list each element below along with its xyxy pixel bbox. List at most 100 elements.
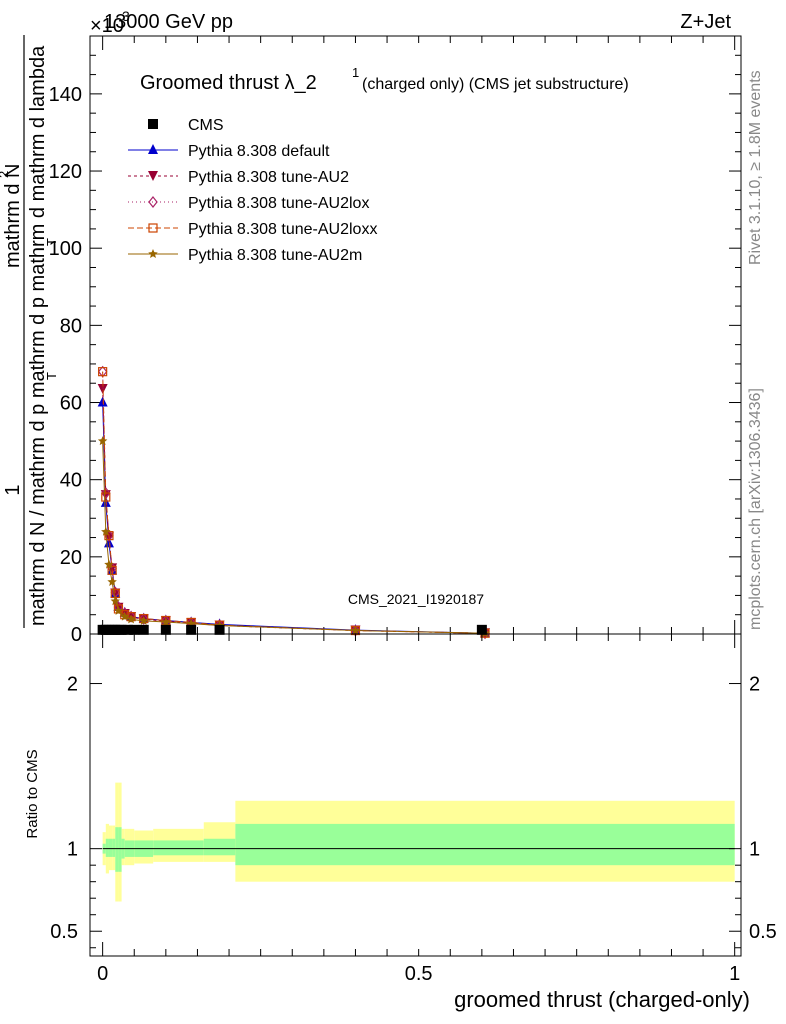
- series-point: [97, 436, 108, 446]
- ratio-inner-band: [112, 838, 116, 857]
- ylabel-sub-T-1: T: [44, 372, 59, 380]
- series-point: [138, 615, 149, 625]
- ratio-ytick-label-right: 0.5: [749, 921, 777, 943]
- series-point: [101, 526, 111, 536]
- ylabel-sub-T-2: T: [44, 238, 59, 246]
- main-ytick-label: 0: [71, 624, 82, 646]
- ratio-inner-band: [153, 840, 204, 856]
- ylabel-den-2: mathrm d p: [27, 297, 49, 398]
- main-ytick-label: 60: [60, 393, 82, 415]
- main-ylabel: 1 mathrm d N 2 mathrm d N / mathrm d p m…: [0, 35, 59, 628]
- data-point: [116, 624, 127, 635]
- ratio-inner-band: [203, 838, 236, 856]
- legend-label: Pythia 8.308 default: [188, 143, 330, 160]
- data-point: [476, 624, 487, 635]
- series-point: [138, 612, 149, 625]
- series-point: [104, 531, 114, 541]
- ylabel-denominator: mathrm d N / mathrm d p mathrm d p mathr…: [27, 45, 49, 626]
- ylabel-numerator: 1: [2, 484, 24, 495]
- legend: CMS Pythia 8.308 default Pythia 8.308 tune…: [128, 117, 377, 264]
- ratio-bands: [102, 782, 735, 902]
- series-point: [161, 617, 171, 627]
- data-point: [122, 624, 133, 635]
- main-data-layer: [97, 624, 487, 635]
- legend-label: CMS: [188, 117, 224, 134]
- header-exponent-power: 3: [122, 8, 130, 24]
- main-plot: 0 20 40 60 80 100 120 140 CMS_2021_I1920187 Gro…: [0, 35, 742, 646]
- main-ytick-label: 120: [49, 161, 82, 183]
- main-y-ticks: 0 20 40 60 80 100 120 140: [49, 35, 741, 646]
- legend-label: Pythia 8.308 tune-AU2loxx: [188, 221, 377, 238]
- series-point: [107, 565, 117, 575]
- ratio-y-ticks: 0.5 0.5 1 1 2 2: [50, 674, 777, 949]
- series-line: [102, 371, 486, 634]
- series-point: [107, 576, 117, 586]
- header-exponent: ×10: [90, 15, 124, 37]
- header-right: Z+Jet: [680, 11, 731, 33]
- header-left: 13000 GeV pp: [104, 11, 233, 33]
- legend-marker: [148, 196, 158, 208]
- series-point: [101, 492, 111, 502]
- series-point: [113, 605, 124, 615]
- data-point: [138, 624, 149, 635]
- ylabel-den-1: mathrm d N / mathrm d p: [27, 404, 49, 626]
- main-ytick-label: 80: [60, 315, 82, 337]
- ratio-inner-band: [118, 827, 122, 872]
- chart-title-power: 1: [352, 65, 359, 80]
- chart-title-lambda: λ_2: [285, 72, 317, 94]
- ratio-ytick-label: 2: [67, 674, 78, 696]
- main-ytick-label: 100: [49, 238, 82, 260]
- main-ytick-label: 140: [49, 84, 82, 106]
- ylabel-top-N: N: [2, 164, 24, 178]
- legend-marker: [148, 223, 158, 233]
- ratio-plot-frame: [89, 633, 742, 957]
- legend-label: Pythia 8.308 tune-AU2: [188, 169, 349, 186]
- chart-title-main: Groomed thrust: [140, 72, 279, 94]
- x-axis-label: groomed thrust (charged-only): [454, 987, 750, 1012]
- watermark: CMS_2021_I1920187: [348, 591, 484, 607]
- ylabel-top: mathrm d N: [2, 164, 24, 268]
- legend-marker: [148, 249, 158, 259]
- data-point: [129, 624, 140, 635]
- ratio-inner-band: [115, 827, 119, 872]
- legend-marker: [148, 119, 158, 129]
- ratio-inner-band: [105, 838, 109, 857]
- series-point: [126, 614, 136, 624]
- ratio-ylabel: Ratio to CMS: [24, 749, 41, 838]
- ratio-x-ticks: 0 0.5 1: [97, 634, 740, 985]
- main-ytick-label: 20: [60, 547, 82, 569]
- legend-label: Pythia 8.308 tune-AU2lox: [188, 195, 369, 212]
- ratio-xtick-label: 0.5: [405, 963, 433, 985]
- series-point: [98, 367, 108, 377]
- ratio-plot: 0.5 0.51 12 2 0 0.5 1 Ratio to CMS groomed th…: [24, 633, 777, 1012]
- legend-marker: [148, 171, 158, 181]
- data-point: [214, 624, 225, 635]
- series-point: [350, 625, 361, 635]
- ratio-xtick-label: 0: [97, 963, 108, 985]
- data-point: [160, 624, 171, 635]
- ratio-ytick-label: 1: [67, 839, 78, 861]
- ylabel-top-d: mathrm d: [2, 184, 24, 268]
- main-series-layer: [97, 365, 491, 640]
- ylabel-top-power: 2: [0, 171, 11, 178]
- series-point: [104, 559, 114, 569]
- ratio-inner-band: [235, 823, 735, 866]
- series-point: [97, 384, 108, 395]
- ratio-ytick-label: 0.5: [50, 921, 78, 943]
- chart-title: Groomed thrust λ_2: [140, 72, 317, 94]
- main-ytick-label: 40: [60, 470, 82, 492]
- chart-title-extra: (charged only) (CMS jet substructure): [362, 76, 629, 93]
- series-point: [110, 596, 121, 606]
- data-point: [186, 624, 197, 635]
- ratio-ytick-label-right: 1: [749, 839, 760, 861]
- mcplots-label: mcplots.cern.ch [arXiv:1306.3436]: [747, 388, 764, 630]
- ratio-ytick-label-right: 2: [749, 674, 760, 696]
- legend-marker: [148, 144, 158, 154]
- ratio-inner-band: [108, 838, 113, 857]
- ratio-xtick-label: 1: [729, 963, 740, 985]
- ylabel-den-4: mathrm d lambda: [27, 45, 49, 201]
- ylabel-den-3: mathrm d: [27, 207, 49, 291]
- rivet-label: Rivet 3.1.10, ≥ 1.8M events: [747, 70, 764, 265]
- legend-label: Pythia 8.308 tune-AU2m: [188, 247, 362, 264]
